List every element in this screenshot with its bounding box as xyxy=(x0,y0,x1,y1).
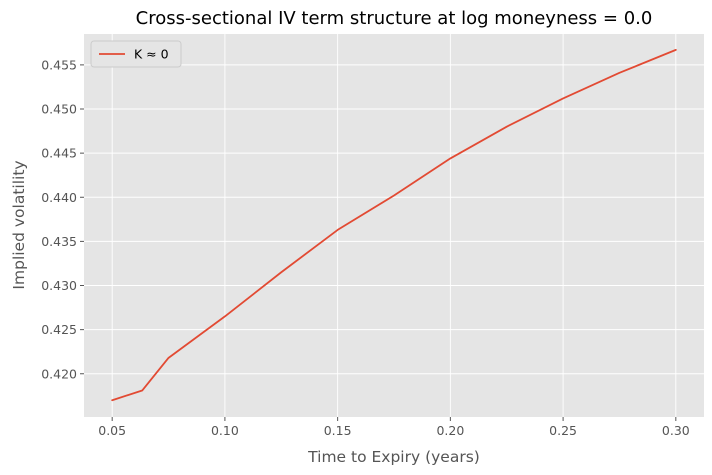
series-group xyxy=(111,48,677,402)
plot-area xyxy=(84,34,704,417)
x-tick-label: 0.25 xyxy=(549,423,577,438)
y-tick-label: 0.455 xyxy=(41,57,77,72)
y-tick-label: 0.450 xyxy=(41,102,77,117)
x-axis-ticks: 0.05 0.10 0.15 0.20 0.25 0.30 xyxy=(98,417,690,438)
y-axis-ticks: 0.420 0.425 0.430 0.435 0.440 0.445 0.450 0.455 xyxy=(41,57,84,381)
y-tick-label: 0.430 xyxy=(41,278,77,293)
x-tick-label: 0.20 xyxy=(436,423,464,438)
x-tick-label: 0.10 xyxy=(211,423,239,438)
chart-title: Cross-sectional IV term structure at log… xyxy=(136,8,653,29)
x-tick-label: 0.05 xyxy=(98,423,126,438)
x-tick-label: 0.30 xyxy=(662,423,690,438)
x-axis-label: Time to Expiry (years) xyxy=(307,448,480,466)
x-tick-label: 0.15 xyxy=(324,423,352,438)
series-line-0 xyxy=(111,48,677,402)
y-tick-label: 0.425 xyxy=(41,322,77,337)
y-tick-label: 0.420 xyxy=(41,366,77,381)
grid xyxy=(84,34,704,417)
y-tick-label: 0.435 xyxy=(41,234,77,249)
y-tick-label: 0.440 xyxy=(41,190,77,205)
y-tick-label: 0.445 xyxy=(41,146,77,161)
legend: K ≈ 0 xyxy=(90,40,182,68)
y-axis-label: Implied volatility xyxy=(10,160,28,289)
legend-box xyxy=(90,40,182,68)
legend-label: K ≈ 0 xyxy=(134,47,169,62)
